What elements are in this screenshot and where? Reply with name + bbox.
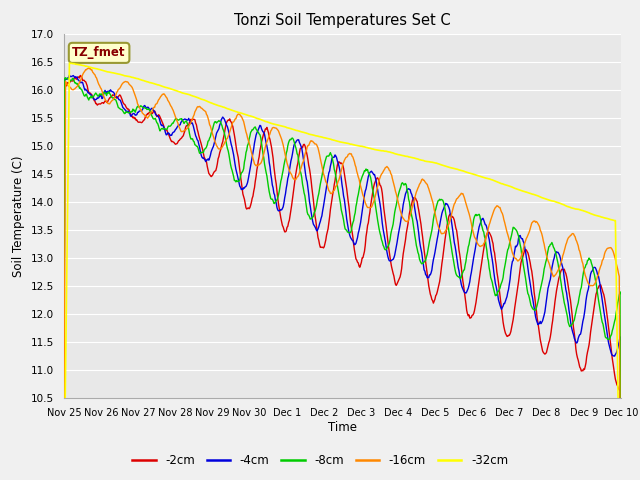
-16cm bbox=[70, 86, 78, 92]
-4cm bbox=[214, 127, 222, 133]
-4cm bbox=[128, 112, 136, 118]
-4cm bbox=[411, 206, 419, 212]
-8cm bbox=[411, 233, 419, 239]
-2cm bbox=[428, 293, 435, 299]
-32cm bbox=[65, 60, 73, 66]
Line: -2cm: -2cm bbox=[64, 75, 621, 480]
-4cm bbox=[60, 379, 68, 384]
-4cm bbox=[71, 75, 79, 81]
-2cm bbox=[214, 156, 222, 162]
-16cm bbox=[128, 84, 136, 90]
-8cm bbox=[71, 80, 79, 86]
-2cm bbox=[76, 72, 84, 78]
Title: Tonzi Soil Temperatures Set C: Tonzi Soil Temperatures Set C bbox=[234, 13, 451, 28]
-16cm bbox=[85, 65, 93, 71]
-4cm bbox=[65, 72, 73, 78]
-4cm bbox=[428, 270, 435, 276]
-8cm bbox=[214, 119, 222, 124]
-16cm bbox=[185, 123, 193, 129]
-2cm bbox=[60, 384, 68, 390]
-2cm bbox=[185, 122, 193, 128]
-8cm bbox=[428, 232, 435, 238]
Y-axis label: Soil Temperature (C): Soil Temperature (C) bbox=[12, 155, 26, 277]
Line: -16cm: -16cm bbox=[64, 68, 621, 480]
Text: TZ_fmet: TZ_fmet bbox=[72, 47, 126, 60]
-8cm bbox=[128, 109, 136, 115]
-32cm bbox=[71, 61, 79, 67]
Legend: -2cm, -4cm, -8cm, -16cm, -32cm: -2cm, -4cm, -8cm, -16cm, -32cm bbox=[127, 449, 513, 472]
-32cm bbox=[214, 103, 222, 108]
-8cm bbox=[185, 126, 193, 132]
Line: -32cm: -32cm bbox=[64, 63, 621, 480]
-32cm bbox=[128, 74, 136, 80]
Line: -4cm: -4cm bbox=[64, 75, 621, 480]
-8cm bbox=[61, 75, 69, 81]
-2cm bbox=[128, 113, 136, 119]
-2cm bbox=[411, 195, 419, 201]
-4cm bbox=[185, 116, 193, 121]
-16cm bbox=[428, 193, 435, 199]
-32cm bbox=[185, 92, 193, 97]
-2cm bbox=[70, 75, 78, 81]
-16cm bbox=[214, 145, 222, 151]
Line: -8cm: -8cm bbox=[64, 78, 621, 480]
X-axis label: Time: Time bbox=[328, 421, 357, 434]
-16cm bbox=[60, 440, 68, 445]
-16cm bbox=[411, 195, 419, 201]
-32cm bbox=[428, 159, 435, 165]
-32cm bbox=[411, 156, 419, 161]
-8cm bbox=[60, 378, 68, 384]
